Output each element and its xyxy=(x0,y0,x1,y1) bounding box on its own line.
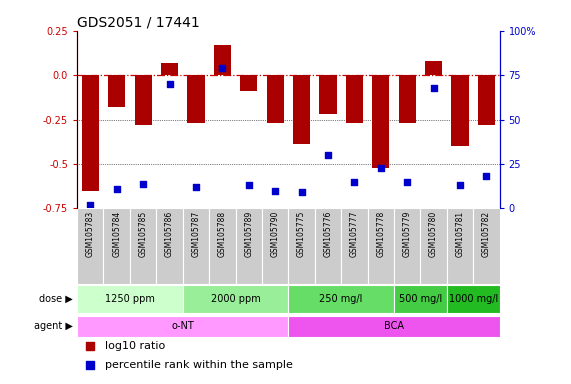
Point xyxy=(86,202,95,208)
Bar xyxy=(214,45,231,75)
Bar xyxy=(267,75,284,123)
Text: GSM105779: GSM105779 xyxy=(403,211,412,257)
Bar xyxy=(315,209,341,284)
Point xyxy=(350,179,359,185)
Point xyxy=(482,173,491,179)
Point xyxy=(376,164,385,170)
Text: GSM105781: GSM105781 xyxy=(456,211,465,257)
Text: 1250 ppm: 1250 ppm xyxy=(105,294,155,304)
Point xyxy=(271,188,280,194)
Bar xyxy=(372,75,389,167)
Bar xyxy=(262,209,288,284)
Text: GSM105778: GSM105778 xyxy=(376,211,385,257)
Bar xyxy=(288,316,500,337)
Bar xyxy=(394,285,447,313)
Text: 250 mg/l: 250 mg/l xyxy=(320,294,363,304)
Point xyxy=(244,182,254,189)
Text: BCA: BCA xyxy=(384,321,404,331)
Bar xyxy=(77,209,103,284)
Bar xyxy=(341,209,368,284)
Text: 1000 mg/l: 1000 mg/l xyxy=(449,294,498,304)
Text: percentile rank within the sample: percentile rank within the sample xyxy=(104,360,292,370)
Bar xyxy=(183,209,209,284)
Bar xyxy=(288,209,315,284)
Point xyxy=(429,84,438,91)
Bar xyxy=(452,75,469,146)
Bar xyxy=(478,75,495,125)
Bar xyxy=(235,209,262,284)
Bar xyxy=(209,209,235,284)
Point xyxy=(297,189,306,195)
Bar xyxy=(183,285,288,313)
Point xyxy=(139,180,148,187)
Text: GSM105789: GSM105789 xyxy=(244,211,254,257)
Bar xyxy=(425,61,442,75)
Bar xyxy=(319,75,336,114)
Point xyxy=(323,152,332,158)
Text: GSM105784: GSM105784 xyxy=(112,211,121,257)
Bar xyxy=(288,285,394,313)
Text: GSM105780: GSM105780 xyxy=(429,211,438,257)
Text: dose ▶: dose ▶ xyxy=(39,294,73,304)
Bar xyxy=(447,209,473,284)
Text: GSM105786: GSM105786 xyxy=(165,211,174,257)
Bar xyxy=(473,209,500,284)
Bar xyxy=(156,209,183,284)
Text: agent ▶: agent ▶ xyxy=(34,321,73,331)
Text: 2000 ppm: 2000 ppm xyxy=(211,294,260,304)
Bar xyxy=(103,209,130,284)
Bar xyxy=(130,209,156,284)
Bar xyxy=(77,285,183,313)
Text: GSM105775: GSM105775 xyxy=(297,211,306,257)
Bar xyxy=(77,316,288,337)
Point xyxy=(399,284,408,290)
Text: GSM105790: GSM105790 xyxy=(271,211,280,257)
Text: GSM105787: GSM105787 xyxy=(191,211,200,257)
Text: GDS2051 / 17441: GDS2051 / 17441 xyxy=(77,16,200,30)
Bar xyxy=(108,75,125,107)
Bar xyxy=(161,63,178,75)
Text: GSM105782: GSM105782 xyxy=(482,211,491,257)
Text: GSM105785: GSM105785 xyxy=(139,211,148,257)
Point xyxy=(191,184,200,190)
Bar xyxy=(293,75,310,144)
Bar xyxy=(346,75,363,123)
Bar xyxy=(447,285,500,313)
Point xyxy=(399,110,408,116)
Bar xyxy=(240,75,258,91)
Bar xyxy=(420,209,447,284)
Text: GSM105788: GSM105788 xyxy=(218,211,227,257)
Bar xyxy=(187,75,204,123)
Bar xyxy=(394,209,420,284)
Text: 500 mg/l: 500 mg/l xyxy=(399,294,442,304)
Text: GSM105776: GSM105776 xyxy=(323,211,332,257)
Bar xyxy=(399,75,416,123)
Text: o-NT: o-NT xyxy=(171,321,194,331)
Text: GSM105777: GSM105777 xyxy=(350,211,359,257)
Point xyxy=(403,179,412,185)
Point xyxy=(456,182,465,189)
Point xyxy=(112,186,121,192)
Bar xyxy=(135,75,152,125)
Bar xyxy=(82,75,99,191)
Point xyxy=(165,81,174,87)
Text: log10 ratio: log10 ratio xyxy=(104,341,165,351)
Text: GSM105783: GSM105783 xyxy=(86,211,95,257)
Bar xyxy=(368,209,394,284)
Point xyxy=(218,65,227,71)
